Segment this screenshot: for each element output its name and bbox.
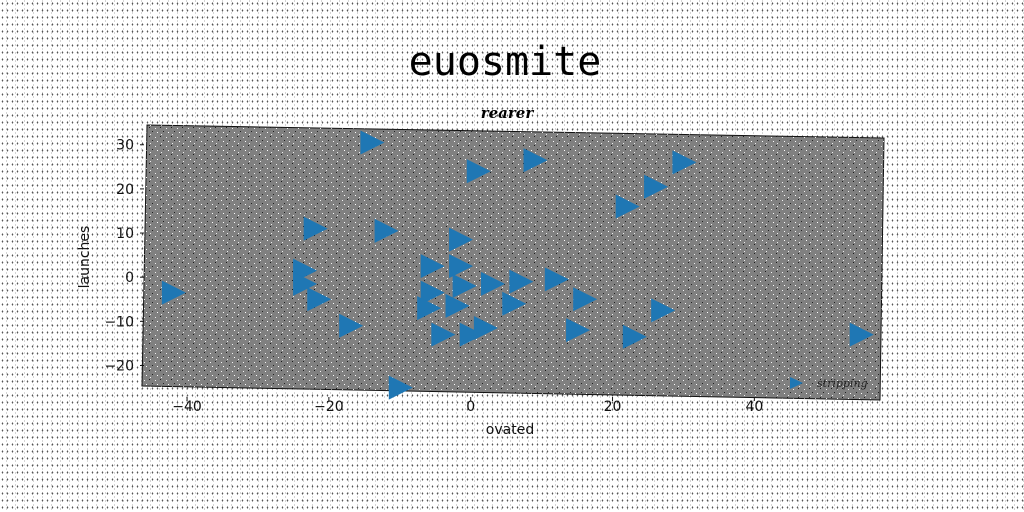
y-axis-label: launches bbox=[77, 226, 93, 289]
scatter-point bbox=[651, 298, 676, 323]
scatter-point bbox=[615, 194, 640, 219]
scatter-point bbox=[388, 375, 413, 400]
scatter-series bbox=[161, 130, 874, 400]
scatter-point bbox=[480, 271, 505, 296]
y-tick-label: −10 bbox=[104, 314, 134, 330]
scatter-point bbox=[509, 269, 534, 294]
scatter-point bbox=[466, 159, 491, 184]
scatter-point bbox=[360, 130, 385, 155]
scatter-point bbox=[672, 150, 697, 175]
legend: stripping bbox=[790, 377, 868, 390]
y-axis: −20 −10 0 10 20 30 bbox=[104, 138, 144, 375]
y-tick-label: 20 bbox=[116, 182, 134, 198]
scatter-point bbox=[566, 318, 591, 343]
x-axis-label: ovated bbox=[486, 422, 534, 438]
scatter-point bbox=[417, 296, 442, 321]
legend-marker bbox=[790, 377, 803, 389]
scatter-point bbox=[307, 287, 332, 312]
y-tick-label: −20 bbox=[104, 359, 134, 375]
x-axis: −40 −20 0 20 40 bbox=[172, 397, 763, 415]
x-tick-label: −20 bbox=[314, 399, 344, 415]
scatter-point bbox=[374, 218, 399, 243]
scatter-point bbox=[849, 322, 874, 347]
chart-suptitle: euosmite bbox=[409, 39, 602, 85]
scatter-point bbox=[339, 313, 364, 338]
scatter-point bbox=[502, 291, 527, 316]
x-tick-label: 20 bbox=[604, 399, 622, 415]
scatter-point bbox=[459, 322, 484, 347]
scatter-point bbox=[573, 287, 598, 312]
x-tick-label: 40 bbox=[745, 399, 763, 415]
scatter-point bbox=[523, 148, 548, 173]
y-tick-label: 0 bbox=[125, 270, 134, 286]
scatter-point bbox=[420, 254, 445, 279]
scatter-point bbox=[303, 216, 328, 241]
x-tick-label: 0 bbox=[466, 399, 475, 415]
x-tick-label: −40 bbox=[172, 399, 202, 415]
scatter-point bbox=[544, 267, 569, 292]
chart-title: rearer bbox=[481, 104, 535, 122]
legend-label: stripping bbox=[817, 377, 868, 390]
scatter-point bbox=[473, 315, 498, 340]
y-tick-label: 30 bbox=[116, 138, 134, 154]
scatter-point bbox=[431, 322, 456, 347]
plot-noise bbox=[142, 125, 884, 400]
scatter-point bbox=[445, 293, 470, 318]
scatter-point bbox=[452, 274, 477, 299]
scatter-point bbox=[622, 324, 647, 349]
plot-area bbox=[141, 124, 885, 401]
y-tick-label: 10 bbox=[116, 226, 134, 242]
scatter-point bbox=[293, 271, 318, 296]
scatter-point bbox=[644, 174, 669, 199]
scatter-point bbox=[449, 227, 474, 252]
scatter-point bbox=[161, 280, 186, 305]
scatter-point bbox=[420, 280, 445, 305]
scatter-point bbox=[449, 254, 474, 279]
